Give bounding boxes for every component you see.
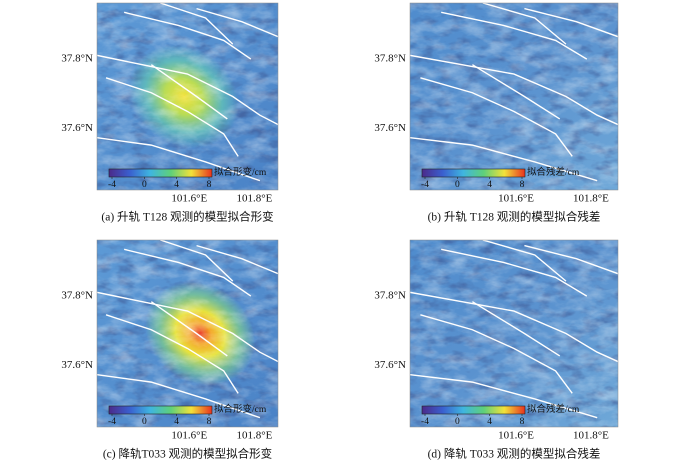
fault-line <box>150 301 228 357</box>
map <box>410 3 618 190</box>
colorbar-tick-label: 8 <box>207 180 212 190</box>
x-label: 101.6°E <box>171 430 207 442</box>
colorbar-label: 拟合残差/cm <box>527 403 580 415</box>
fault-line <box>410 291 618 363</box>
x-label: 101.8°E <box>573 430 609 442</box>
y-label: 37.8°N <box>61 53 93 65</box>
fault-line <box>482 240 567 282</box>
colorbar <box>421 168 526 178</box>
y-label: 37.8°N <box>374 290 406 302</box>
fault-line <box>160 3 234 45</box>
caption: (d) 降轨 T033 观测的模型拟合残差 <box>428 447 601 461</box>
colorbar-label: 拟合形变/cm <box>214 403 267 415</box>
fault-line <box>472 64 561 120</box>
map-frame <box>409 2 619 191</box>
hillshade-light <box>97 240 278 427</box>
colorbar-tick-label: 8 <box>520 180 525 190</box>
x-label: 101.8°E <box>237 193 273 205</box>
colorbar-tick-label: -4 <box>421 417 429 427</box>
colorbar-tick-label: -4 <box>108 180 116 190</box>
x-label: 101.6°E <box>171 193 207 205</box>
colorbar-tick-label: 0 <box>455 180 460 190</box>
y-label: 37.6°N <box>374 359 406 371</box>
x-label: 101.8°E <box>573 193 609 205</box>
colorbar-label: 拟合残差/cm <box>527 166 580 178</box>
map <box>97 3 278 190</box>
fault-line <box>524 244 618 275</box>
fault-line <box>420 314 573 394</box>
fault-line <box>441 11 588 60</box>
fault-line <box>410 373 598 419</box>
map <box>410 240 618 427</box>
fault-line <box>150 64 228 120</box>
fault-line <box>123 248 252 297</box>
colorbar-tick-label: -4 <box>108 417 116 427</box>
colorbar-tick-label: 0 <box>455 417 460 427</box>
colorbar-tick-label: 0 <box>142 180 147 190</box>
caption: (c) 降轨T033 观测的模型拟合形变 <box>103 447 272 461</box>
fault-line <box>482 3 567 45</box>
fault-line <box>105 77 239 157</box>
caption: (a) 升轨 T128 观测的模型拟合形变 <box>101 210 273 224</box>
fault-line <box>97 136 261 182</box>
fault-line <box>196 244 278 275</box>
y-label: 37.8°N <box>374 53 406 65</box>
fault-line <box>196 7 278 38</box>
colorbar-tick-label: 8 <box>520 417 525 427</box>
fault-line <box>420 77 573 157</box>
fault-line <box>410 54 618 126</box>
fault-line <box>97 54 278 126</box>
fault-line <box>410 136 598 182</box>
fault-line <box>97 291 278 363</box>
fault-line <box>472 301 561 357</box>
x-label: 101.6°E <box>498 193 534 205</box>
hillshade-light <box>97 3 278 190</box>
colorbar-label: 拟合形变/cm <box>214 166 267 178</box>
map-frame <box>96 239 279 428</box>
y-label: 37.6°N <box>61 122 93 134</box>
fault-line <box>123 11 252 60</box>
colorbar <box>421 405 526 415</box>
colorbar-tick-label: 0 <box>142 417 147 427</box>
hillshade-light <box>410 3 618 190</box>
x-label: 101.8°E <box>237 430 273 442</box>
colorbar-tick-label: 4 <box>174 417 179 427</box>
colorbar-tick-label: 8 <box>207 417 212 427</box>
fault-line <box>97 373 261 419</box>
colorbar <box>108 168 213 178</box>
colorbar-tick-label: 4 <box>174 180 179 190</box>
colorbar <box>108 405 213 415</box>
fault-line <box>441 248 588 297</box>
y-label: 37.6°N <box>374 122 406 134</box>
map <box>97 240 278 427</box>
fault-line <box>105 314 239 394</box>
x-label: 101.6°E <box>498 430 534 442</box>
map-frame <box>409 239 619 428</box>
colorbar-tick-label: 4 <box>487 180 492 190</box>
caption: (b) 升轨 T128 观测的模型拟合残差 <box>428 210 601 224</box>
fault-line <box>160 240 234 282</box>
y-label: 37.6°N <box>61 359 93 371</box>
fault-line <box>524 7 618 38</box>
colorbar-tick-label: 4 <box>487 417 492 427</box>
y-label: 37.8°N <box>61 290 93 302</box>
map-frame <box>96 2 279 191</box>
hillshade-light <box>410 240 618 427</box>
colorbar-tick-label: -4 <box>421 180 429 190</box>
